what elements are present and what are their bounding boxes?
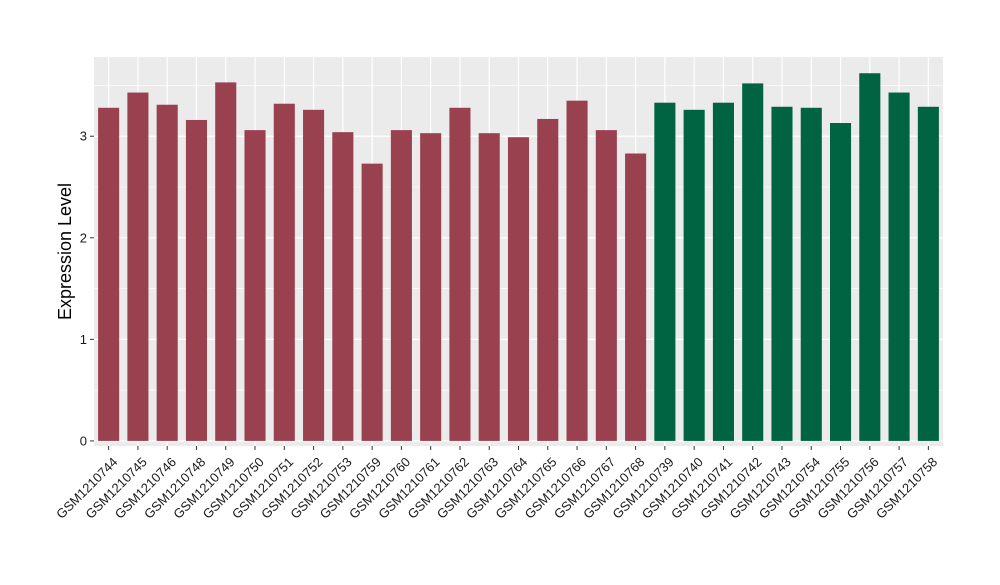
bar-GSM1210759 [361, 163, 383, 441]
bar-GSM1210760 [390, 130, 412, 441]
y-tick-label: 2 [80, 230, 87, 245]
bar-GSM1210754 [800, 107, 822, 441]
bar-GSM1210766 [566, 100, 588, 441]
bar-GSM1210757 [888, 92, 910, 441]
bar-GSM1210748 [185, 119, 208, 441]
bar-GSM1210749 [215, 82, 237, 441]
x-axis: GSM1210744GSM1210745GSM1210746GSM1210748… [53, 446, 940, 522]
bar-GSM1210753 [332, 132, 354, 441]
y-tick-label: 3 [80, 129, 87, 144]
bar-GSM1210751 [273, 103, 295, 441]
bar-GSM1210758 [917, 106, 939, 441]
bar-GSM1210743 [771, 106, 793, 441]
bar-GSM1210746 [156, 104, 178, 441]
y-axis-title: Expression Level [55, 183, 75, 320]
bar-GSM1210741 [712, 102, 734, 441]
bar-GSM1210752 [303, 109, 325, 441]
y-tick-label: 1 [80, 332, 87, 347]
bar-GSM1210745 [127, 92, 149, 441]
bar-GSM1210755 [829, 123, 852, 441]
bars [98, 73, 939, 441]
bar-GSM1210742 [742, 83, 764, 441]
bar-GSM1210764 [507, 137, 530, 441]
bar-GSM1210740 [683, 109, 705, 441]
bar-GSM1210761 [420, 133, 442, 441]
y-tick-label: 0 [80, 433, 87, 448]
bar-GSM1210768 [625, 153, 647, 441]
bar-GSM1210767 [595, 130, 617, 441]
y-axis: 0 1 2 3 [80, 129, 94, 448]
bar-GSM1210763 [478, 133, 500, 441]
bar-GSM1210739 [654, 102, 676, 441]
bar-GSM1210756 [859, 73, 881, 441]
bar-GSM1210750 [244, 130, 266, 441]
bar-GSM1210762 [449, 107, 471, 441]
bar-GSM1210765 [537, 118, 559, 441]
bar-GSM1210744 [98, 107, 120, 441]
